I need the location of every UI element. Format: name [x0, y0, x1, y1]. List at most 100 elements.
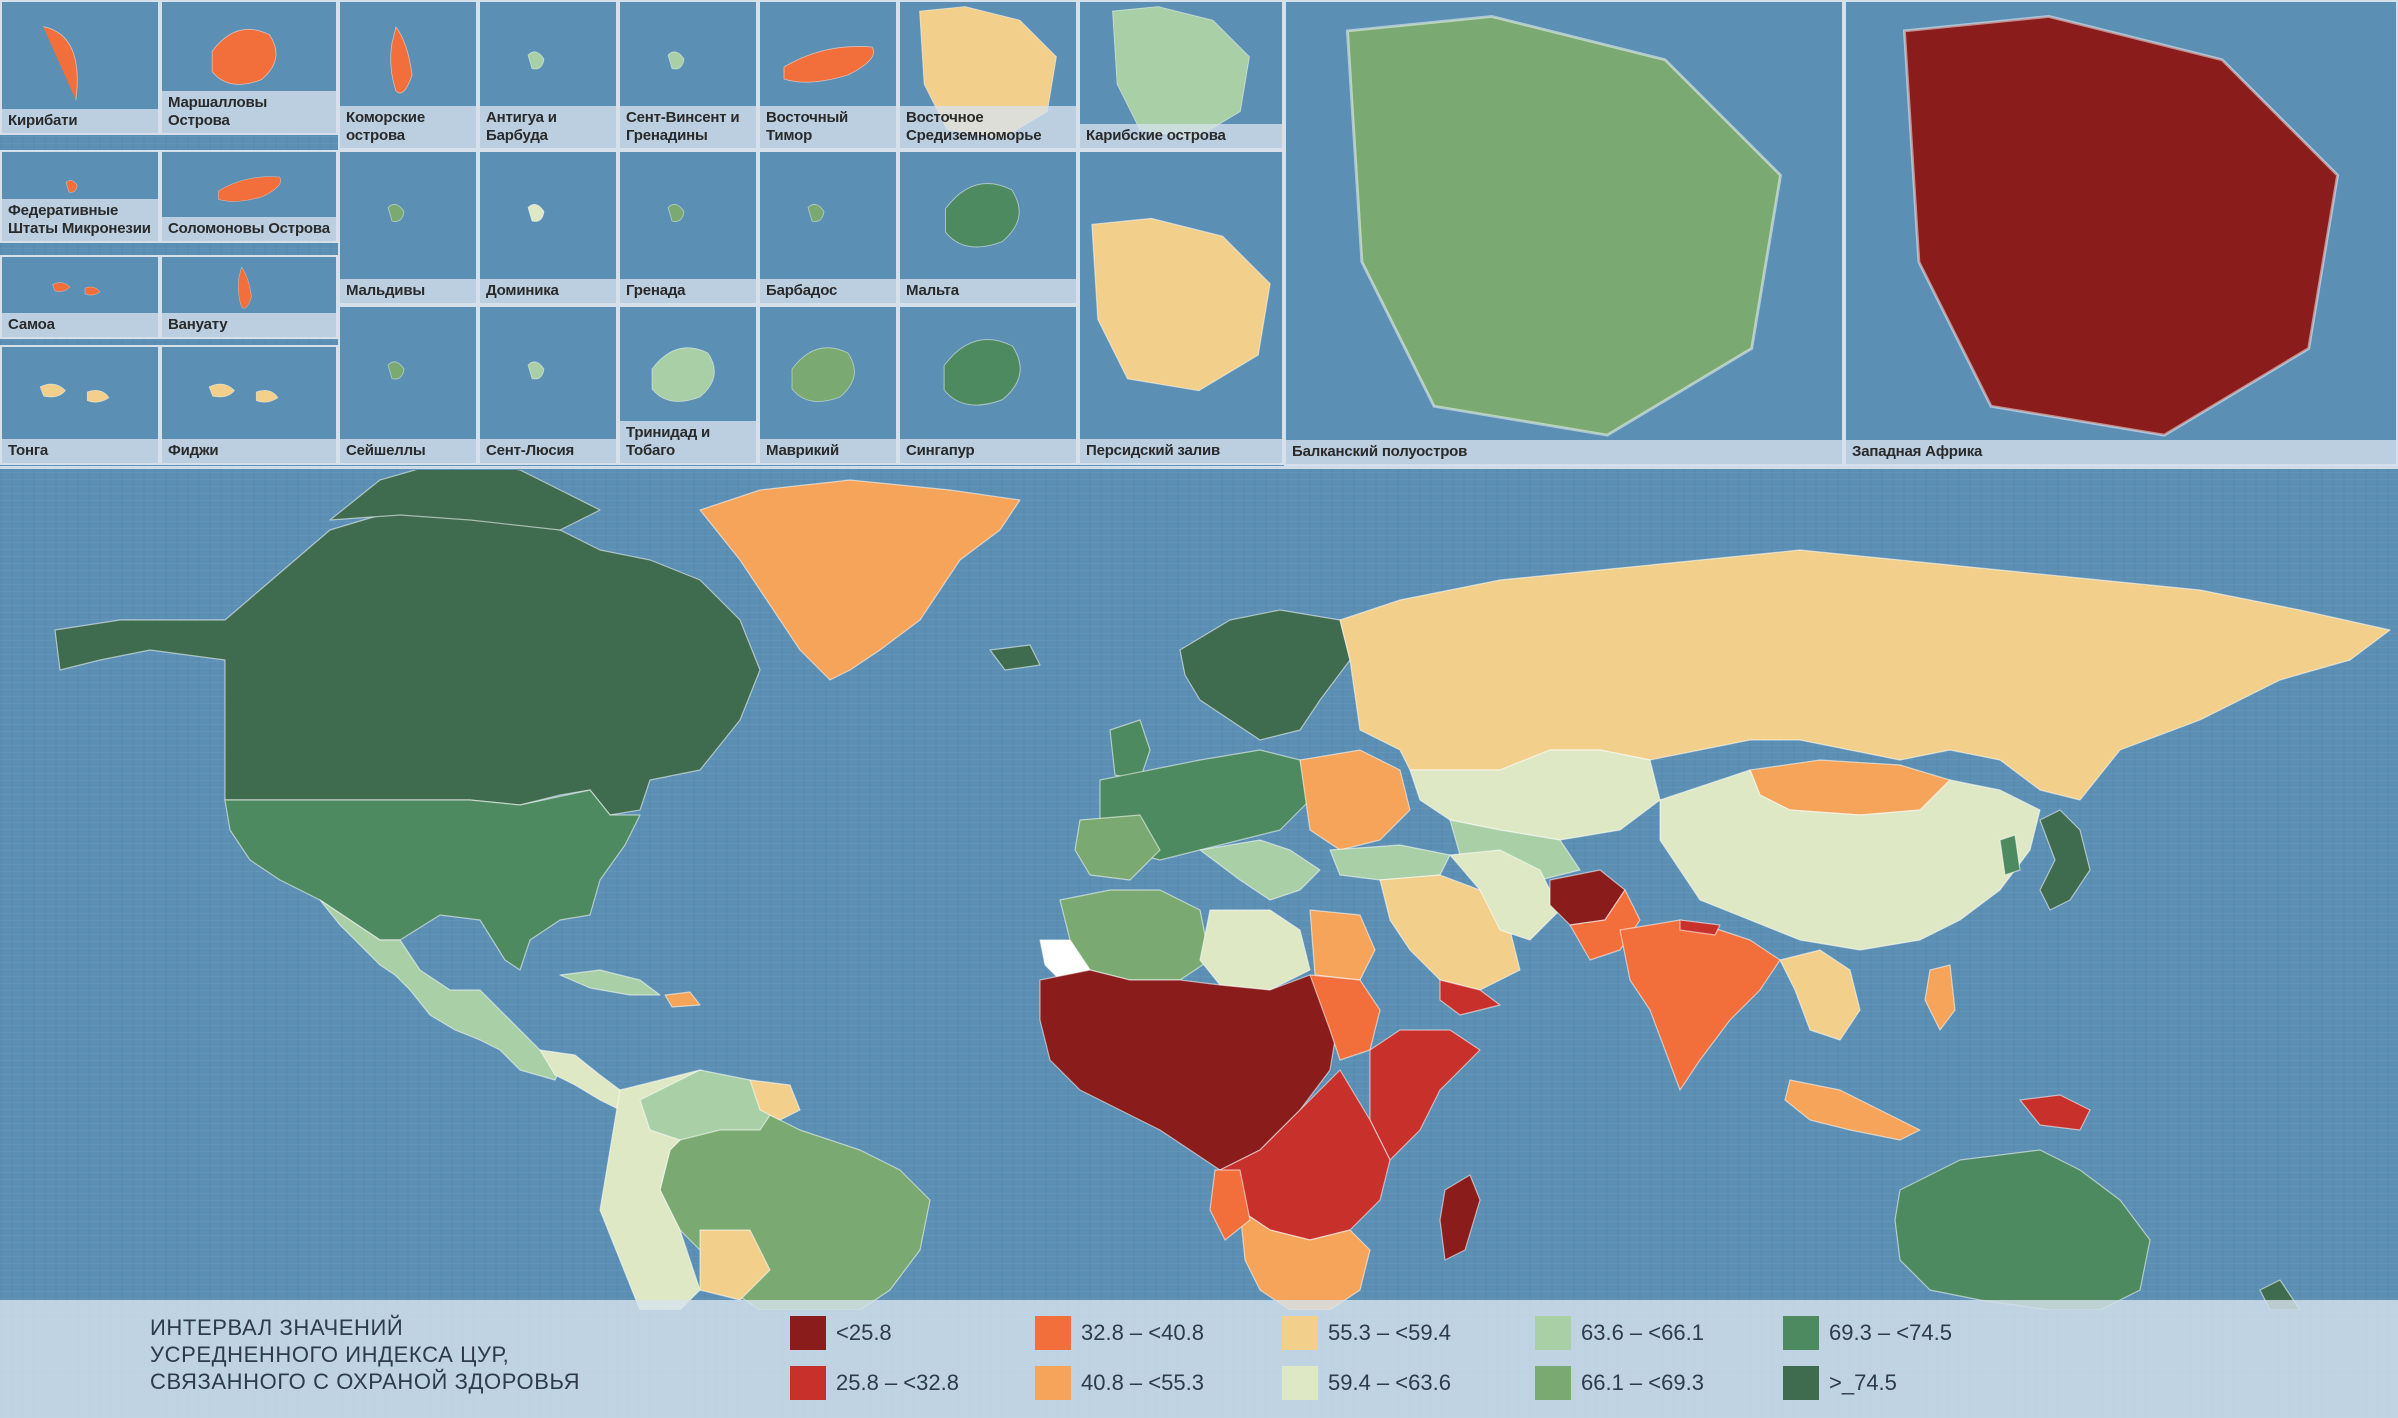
inset-panel: Балканский полуостров — [1284, 0, 1844, 466]
island-icon — [211, 28, 277, 85]
region-icon — [1112, 6, 1250, 140]
legend-label: 66.1 – <69.3 — [1581, 1370, 1704, 1395]
inset-shape — [387, 203, 405, 222]
inset-label: Сингапур — [900, 439, 1076, 463]
inset-label: Федеративные Штаты Микронезии — [2, 199, 158, 241]
legend: ИНТЕРВАЛ ЗНАЧЕНИЙ УСРЕДНЕННОГО ИНДЕКСА Ц… — [0, 1300, 2398, 1418]
world-map — [54, 470, 2391, 1310]
inset-shape — [208, 383, 279, 403]
island-icon — [667, 203, 685, 222]
region-philippines — [1924, 964, 1956, 1031]
inset-panel: Кирибати — [0, 0, 160, 135]
inset-label: Восточное Средиземноморье — [900, 106, 1076, 148]
region-italy-balkans — [1199, 839, 1321, 901]
inset-shape — [1091, 217, 1271, 392]
inset-panel: Антигуа и Барбуда — [478, 0, 618, 150]
inset-panel: Маршалловы Острова — [160, 0, 338, 135]
region-greenland — [699, 479, 1021, 681]
inset-label: Персидский залив — [1080, 439, 1282, 463]
island-icon — [527, 203, 545, 222]
region-turkey — [1329, 844, 1451, 881]
legend-item: >_74.5 — [1783, 1366, 2013, 1400]
inset-label: Мальдивы — [340, 279, 476, 303]
region-iberia — [1074, 814, 1161, 881]
inset-shape — [527, 361, 545, 380]
legend-swatch — [790, 1316, 826, 1350]
inset-panel: Коморские острова — [338, 0, 478, 150]
inset-panel: Сент-Люсия — [478, 305, 618, 465]
inset-shape — [807, 203, 825, 222]
inset-panel: Сейшеллы — [338, 305, 478, 465]
island-icon — [237, 266, 252, 309]
island-icon — [667, 51, 685, 70]
region-usa — [224, 789, 641, 971]
region-southeast-asia — [1779, 949, 1861, 1041]
region-yemen — [1439, 979, 1501, 1016]
legend-label: 55.3 – <59.4 — [1328, 1320, 1451, 1345]
legend-swatch — [1282, 1316, 1318, 1350]
region-guianas — [749, 1079, 801, 1121]
inset-label: Балканский полуостров — [1286, 440, 1842, 464]
region-nepal — [1679, 919, 1721, 936]
legend-item: 55.3 – <59.4 — [1282, 1316, 1512, 1350]
island-icon — [945, 183, 1020, 248]
inset-panel: Барбадос — [758, 150, 898, 305]
island-icon — [527, 361, 545, 380]
inset-label: Кирибати — [2, 109, 158, 133]
inset-label: Маврикий — [760, 439, 896, 463]
inset-label: Тонга — [2, 439, 158, 463]
inset-shape — [667, 51, 685, 70]
inset-panel: Тринидад и Тобаго — [618, 305, 758, 465]
inset-shape — [211, 28, 277, 85]
island-icon — [387, 203, 405, 222]
inset-label: Карибские острова — [1080, 124, 1282, 148]
inset-label: Гренада — [620, 279, 756, 303]
region-png — [2019, 1094, 2091, 1131]
island-icon — [218, 176, 281, 202]
region-middle-east — [1379, 874, 1521, 991]
inset-panel: Самоа — [0, 255, 160, 339]
region-scandinavia — [1179, 609, 1351, 741]
inset-shape — [1902, 14, 2340, 437]
legend-swatch — [1535, 1366, 1571, 1400]
inset-panel: Карибские острова — [1078, 0, 1284, 150]
inset-panel: Федеративные Штаты Микронезии — [0, 150, 160, 243]
region-icon — [1345, 14, 1783, 437]
region-iceland — [989, 644, 1041, 671]
region-icon — [1091, 217, 1271, 392]
region-egypt — [1309, 909, 1376, 981]
inset-shape — [667, 203, 685, 222]
island-icon — [791, 347, 855, 402]
region-cuba — [559, 969, 661, 996]
legend-title-line: ИНТЕРВАЛ ЗНАЧЕНИЙ — [150, 1315, 404, 1340]
region-horn-africa — [1369, 1029, 1481, 1161]
inset-panel: Тонга — [0, 345, 160, 465]
region-canadian-arctic — [329, 470, 601, 531]
inset-panel: Вануату — [160, 255, 338, 339]
inset-shape — [1112, 6, 1250, 140]
island-icon — [943, 339, 1021, 406]
inset-shape — [783, 46, 874, 83]
inset-label: Сейшеллы — [340, 439, 476, 463]
region-canada — [54, 509, 761, 816]
region-australia — [1894, 1149, 2151, 1310]
region-uk — [1109, 719, 1151, 781]
legend-item: 66.1 – <69.3 — [1535, 1366, 1765, 1400]
inset-shape — [527, 51, 545, 70]
region-bolivia — [699, 1229, 771, 1301]
inset-label: Доминика — [480, 279, 616, 303]
inset-shape — [945, 183, 1020, 248]
inset-shape — [387, 361, 405, 380]
inset-shape — [218, 176, 281, 202]
legend-title-line: СВЯЗАННОГО С ОХРАНОЙ ЗДОРОВЬЯ — [150, 1369, 581, 1394]
legend-item: <25.8 — [790, 1316, 1020, 1350]
inset-label: Маршалловы Острова — [162, 91, 336, 133]
legend-swatch — [1783, 1366, 1819, 1400]
inset-label: Барбадос — [760, 279, 896, 303]
legend-label: <25.8 — [836, 1320, 892, 1345]
region-icon — [1902, 14, 2340, 437]
region-madagascar — [1439, 1174, 1481, 1261]
inset-shape — [390, 26, 413, 94]
region-india — [1619, 919, 1781, 1091]
legend-item: 63.6 – <66.1 — [1535, 1316, 1765, 1350]
